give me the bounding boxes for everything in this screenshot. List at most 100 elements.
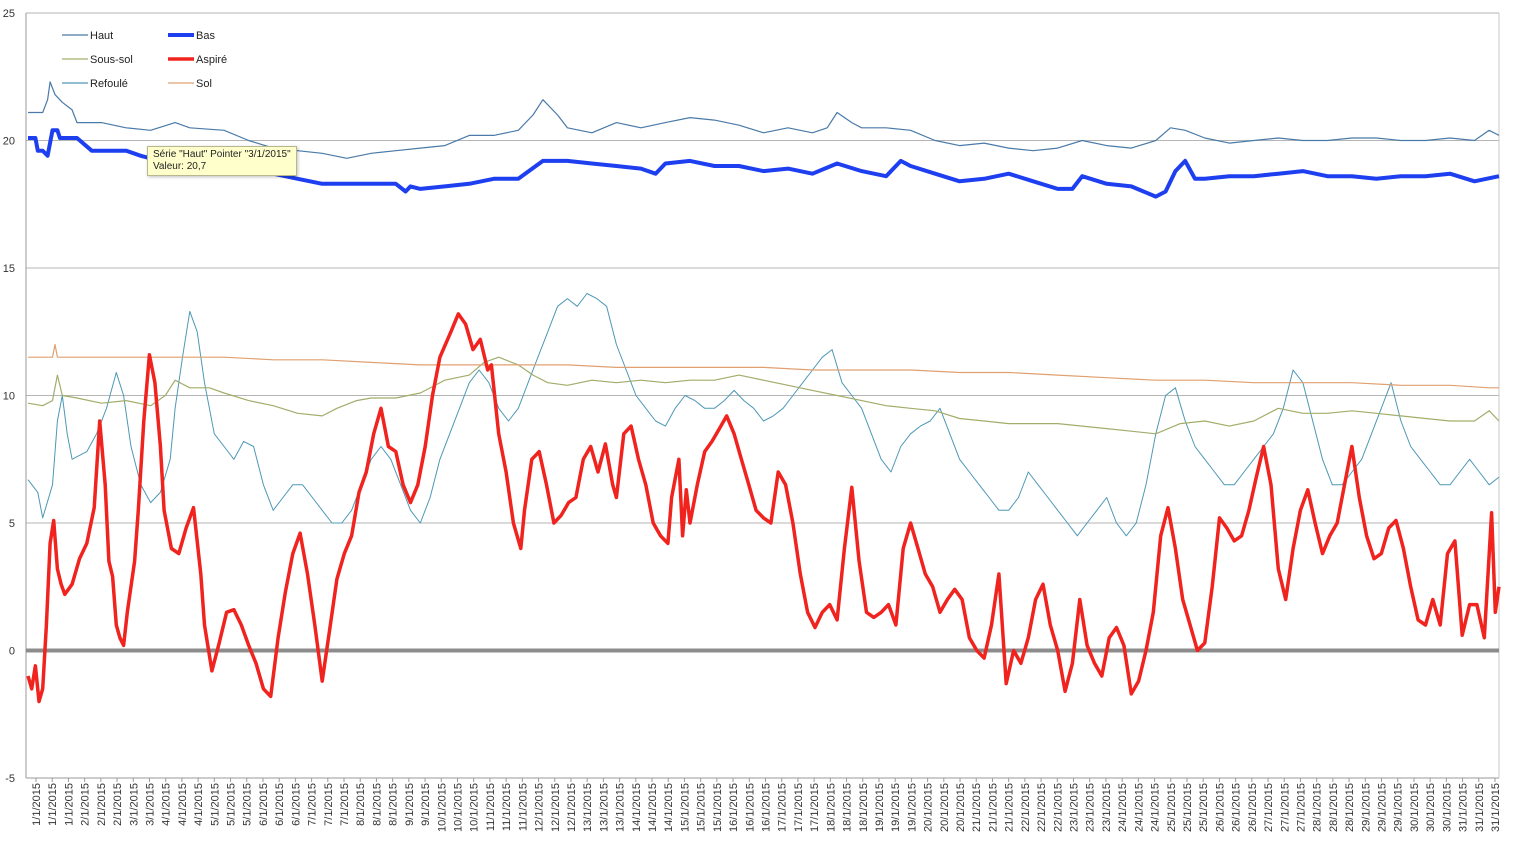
legend-label: Refoulé [90, 78, 128, 90]
y-tick-label: -5 [5, 773, 15, 785]
tooltip: Série "Haut" Pointer "3/1/2015" Valeur: … [147, 146, 297, 176]
x-tick-label: 12/1/2015 [550, 783, 562, 832]
x-tick-label: 19/1/2015 [906, 783, 918, 832]
x-tick-label: 16/1/2015 [728, 783, 740, 832]
legend-label: Sous-sol [90, 54, 133, 66]
y-axis-ticks: -5 0 5 10 15 20 25 [3, 8, 15, 785]
legend-label: Haut [90, 30, 113, 42]
x-tick-label: 2/1/2015 [96, 783, 108, 826]
y-tick-label: 10 [3, 391, 15, 403]
x-tick-label: 31/1/2015 [1490, 783, 1502, 832]
x-tick-label: 22/1/2015 [1020, 783, 1032, 832]
x-tick-label: 30/1/2015 [1425, 783, 1437, 832]
x-tick-label: 26/1/2015 [1214, 783, 1226, 832]
x-axis-ticks: 1/1/2015 1/1/2015 1/1/2015 2/1/2015 2/1/2015… [31, 778, 1502, 832]
x-tick-label: 20/1/2015 [939, 783, 951, 832]
x-tick-label: 12/1/2015 [566, 783, 578, 832]
series-line-haut [28, 81, 1500, 159]
x-tick-label: 25/1/2015 [1166, 783, 1178, 832]
tooltip-series-line: Série "Haut" Pointer "3/1/2015" [153, 149, 291, 160]
x-tick-label: 16/1/2015 [761, 783, 773, 832]
legend-label: Bas [196, 30, 215, 42]
x-tick-label: 19/1/2015 [874, 783, 886, 832]
y-tick-label: 25 [3, 8, 15, 20]
y-tick-label: 20 [3, 136, 15, 148]
x-tick-label: 8/1/2015 [355, 783, 367, 826]
x-tick-label: 9/1/2015 [420, 783, 432, 826]
x-tick-label: 28/1/2015 [1344, 783, 1356, 832]
x-tick-label: 7/1/2015 [323, 783, 335, 826]
x-tick-label: 26/1/2015 [1231, 783, 1243, 832]
y-tick-label: 15 [3, 263, 15, 275]
x-tick-label: 5/1/2015 [209, 783, 221, 826]
y-tick-label: 0 [9, 646, 15, 658]
x-tick-label: 2/1/2015 [112, 783, 124, 826]
x-tick-label: 27/1/2015 [1295, 783, 1307, 832]
x-tick-label: 25/1/2015 [1198, 783, 1210, 832]
x-tick-label: 15/1/2015 [679, 783, 691, 832]
x-tick-label: 7/1/2015 [307, 783, 319, 826]
x-tick-label: 18/1/2015 [858, 783, 870, 832]
x-tick-label: 17/1/2015 [793, 783, 805, 832]
x-tick-label: 3/1/2015 [128, 783, 140, 826]
x-tick-label: 24/1/2015 [1133, 783, 1145, 832]
x-tick-label: 30/1/2015 [1409, 783, 1421, 832]
x-tick-label: 18/1/2015 [842, 783, 854, 832]
legend-label: Aspiré [196, 54, 227, 66]
x-tick-label: 14/1/2015 [631, 783, 643, 832]
x-tick-label: 30/1/2015 [1441, 783, 1453, 832]
x-tick-label: 20/1/2015 [955, 783, 967, 832]
x-tick-label: 26/1/2015 [1247, 783, 1259, 832]
x-tick-label: 16/1/2015 [744, 783, 756, 832]
x-tick-label: 21/1/2015 [971, 783, 983, 832]
x-tick-label: 13/1/2015 [582, 783, 594, 832]
x-tick-label: 4/1/2015 [193, 783, 205, 826]
x-tick-label: 13/1/2015 [615, 783, 627, 832]
x-tick-label: 12/1/2015 [534, 783, 546, 832]
x-tick-label: 8/1/2015 [388, 783, 400, 826]
x-tick-label: 29/1/2015 [1360, 783, 1372, 832]
x-tick-label: 31/1/2015 [1458, 783, 1470, 832]
x-tick-label: 8/1/2015 [371, 783, 383, 826]
x-tick-label: 5/1/2015 [226, 783, 238, 826]
tooltip-value-line: Valeur: 20,7 [153, 161, 207, 172]
x-tick-label: 18/1/2015 [825, 783, 837, 832]
x-tick-label: 17/1/2015 [777, 783, 789, 832]
x-tick-label: 22/1/2015 [1052, 783, 1064, 832]
x-tick-label: 27/1/2015 [1279, 783, 1291, 832]
x-tick-label: 11/1/2015 [485, 783, 497, 831]
series-line-sol [28, 343, 1499, 389]
x-tick-label: 29/1/2015 [1377, 783, 1389, 832]
x-tick-label: 31/1/2015 [1474, 783, 1486, 832]
legend: Haut Bas Sous-sol Aspiré Refoulé Sol [62, 30, 227, 90]
x-tick-label: 23/1/2015 [1085, 783, 1097, 832]
x-tick-label: 2/1/2015 [80, 783, 92, 826]
x-tick-label: 14/1/2015 [647, 783, 659, 832]
series-line-sous-sol [27, 356, 1500, 435]
x-tick-label: 6/1/2015 [290, 783, 302, 826]
x-tick-label: 27/1/2015 [1263, 783, 1275, 832]
x-tick-label: 23/1/2015 [1101, 783, 1113, 832]
x-tick-label: 29/1/2015 [1393, 783, 1405, 832]
x-tick-label: 7/1/2015 [339, 783, 351, 826]
x-tick-label: 1/1/2015 [63, 783, 75, 826]
series-line-refoul- [27, 293, 1500, 537]
x-tick-label: 14/1/2015 [663, 783, 675, 832]
x-tick-label: 4/1/2015 [161, 783, 173, 826]
x-tick-label: 23/1/2015 [1069, 783, 1081, 832]
x-tick-label: 5/1/2015 [242, 783, 254, 826]
x-tick-label: 17/1/2015 [809, 783, 821, 832]
x-tick-label: 6/1/2015 [274, 783, 286, 826]
series-line-aspir- [26, 312, 1501, 704]
x-tick-label: 1/1/2015 [47, 783, 59, 826]
x-tick-label: 28/1/2015 [1328, 783, 1340, 832]
x-tick-label: 22/1/2015 [1036, 783, 1048, 832]
x-tick-label: 21/1/2015 [987, 783, 999, 832]
gridlines [25, 12, 1500, 779]
x-tick-label: 25/1/2015 [1182, 783, 1194, 832]
x-tick-label: 15/1/2015 [712, 783, 724, 832]
x-tick-label: 10/1/2015 [469, 783, 481, 832]
x-tick-label: 9/1/2015 [404, 783, 416, 826]
x-tick-label: 19/1/2015 [890, 783, 902, 832]
